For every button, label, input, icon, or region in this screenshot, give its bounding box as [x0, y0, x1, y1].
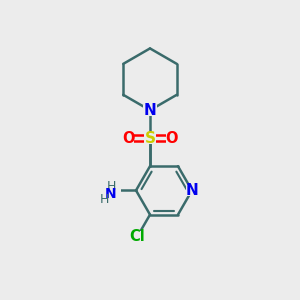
- Text: O: O: [165, 131, 178, 146]
- FancyBboxPatch shape: [130, 231, 145, 242]
- Text: N: N: [186, 183, 198, 198]
- Text: H: H: [100, 193, 109, 206]
- Text: S: S: [145, 131, 155, 146]
- FancyBboxPatch shape: [143, 105, 157, 116]
- Text: N: N: [144, 103, 156, 118]
- Text: N: N: [105, 187, 117, 201]
- FancyBboxPatch shape: [166, 133, 177, 144]
- FancyBboxPatch shape: [101, 181, 121, 200]
- Text: O: O: [123, 131, 135, 146]
- FancyBboxPatch shape: [123, 133, 134, 144]
- Text: H: H: [106, 180, 116, 193]
- FancyBboxPatch shape: [144, 133, 156, 144]
- Text: Cl: Cl: [130, 229, 146, 244]
- FancyBboxPatch shape: [186, 185, 198, 196]
